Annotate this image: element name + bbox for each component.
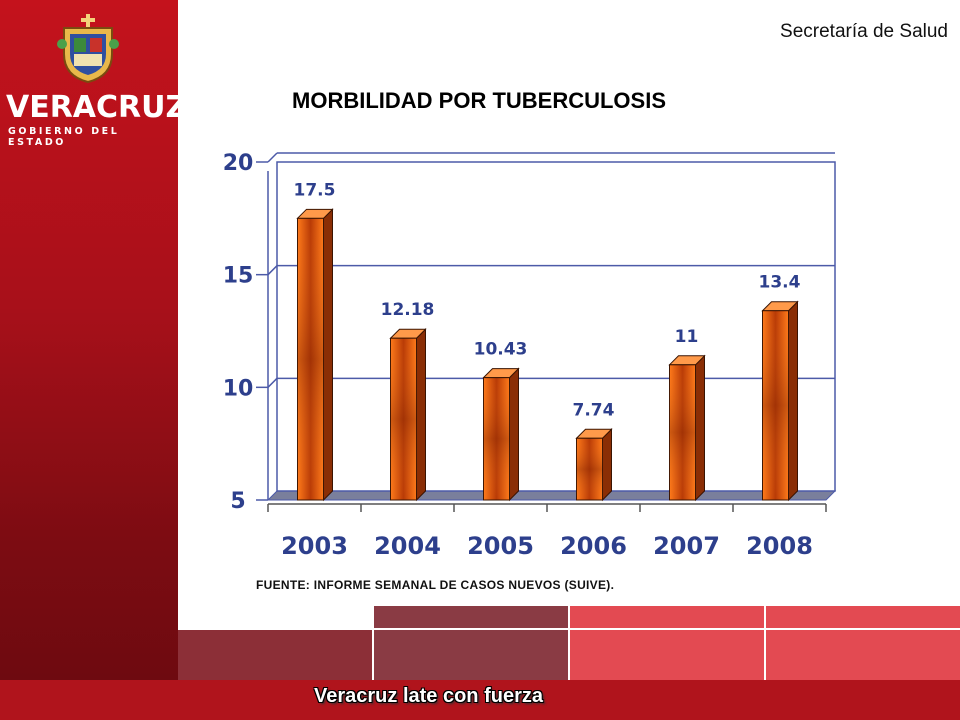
bar-shading: [390, 338, 417, 500]
data-label: 13.4: [759, 273, 801, 293]
data-label: 17.5: [294, 180, 336, 200]
data-label: 12.18: [381, 300, 435, 320]
department-name: Secretaría de Salud: [780, 21, 948, 42]
footer-tagline: Veracruz late con fuerza: [314, 685, 543, 707]
bar-shading: [297, 218, 324, 500]
data-label: 7.74: [573, 400, 615, 420]
bar-side: [788, 300, 798, 502]
y-tick-label: 20: [223, 151, 254, 176]
bar-chart: 5 10 15 20 17.5 2003 12.18 2004 10.43 2005 7.74 200…: [223, 151, 837, 560]
bar-side: [323, 208, 333, 502]
x-tick-label: 2006: [560, 532, 627, 560]
data-label: 11: [675, 327, 699, 347]
source-note: FUENTE: INFORME SEMANAL DE CASOS NUEVOS …: [256, 578, 615, 592]
plot-frame: [276, 161, 836, 492]
gridline-side: [267, 377, 278, 388]
bar-shading: [576, 438, 603, 500]
bar-side: [509, 367, 519, 502]
gridline-side: [267, 152, 278, 163]
page-title: MORBILIDAD POR TUBERCULOSIS: [292, 88, 666, 113]
sidebar-panel: VERACRUZ GOBIERNO DEL ESTADO: [0, 0, 187, 680]
bar-shading: [483, 377, 510, 500]
bar-side: [695, 354, 705, 502]
data-label: 10.43: [474, 340, 528, 360]
y-tick-label: 15: [223, 264, 254, 289]
x-tick-label: 2003: [281, 532, 348, 560]
gridline-side: [267, 265, 278, 276]
bar-shading: [762, 310, 789, 500]
x-tick-label: 2004: [374, 532, 441, 560]
footer-decoration: [178, 606, 960, 680]
x-tick-label: 2007: [653, 532, 720, 560]
x-tick-label: 2008: [746, 532, 813, 560]
bar-shading: [669, 364, 696, 500]
footer-bar: [0, 680, 960, 720]
brand-subtitle: GOBIERNO DEL ESTADO: [8, 126, 120, 148]
bar-side: [416, 328, 426, 502]
coat-of-arms-icon: [57, 14, 119, 84]
bar-side: [602, 428, 612, 502]
x-tick-label: 2005: [467, 532, 534, 560]
y-tick-label: 10: [223, 376, 254, 401]
y-tick-label: 5: [230, 489, 245, 514]
brand-logo-text: VERACRUZ: [6, 90, 188, 125]
chart-floor: [266, 490, 837, 501]
